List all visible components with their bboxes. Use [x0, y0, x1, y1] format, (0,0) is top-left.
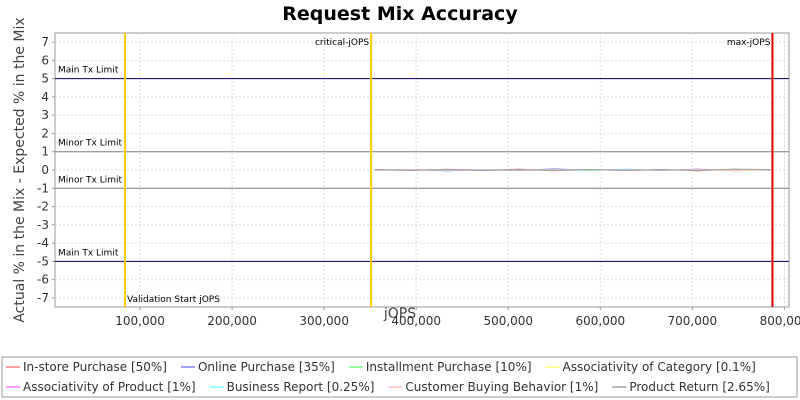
legend-label: Associativity of Category [0.1%] — [563, 360, 756, 374]
x-tick-label: 800,000 — [760, 314, 800, 328]
legend-label: Product Return [2.65%] — [629, 380, 770, 394]
marker-label: max-jOPS — [727, 38, 771, 48]
threshold-label: Main Tx Limit — [58, 248, 119, 258]
legend-label: Online Purchase [35%] — [198, 360, 335, 374]
y-axis-label: Actual % in the Mix - Expected % in the … — [12, 17, 28, 322]
y-tick-label: 3 — [41, 108, 49, 122]
y-tick-label: 7 — [41, 35, 49, 49]
legend-label: Associativity of Product [1%] — [23, 380, 196, 394]
x-tick-label: 200,000 — [207, 314, 257, 328]
chart-title: Request Mix Accuracy — [282, 3, 518, 25]
legend-label: Installment Purchase [10%] — [366, 360, 532, 374]
x-axis-label: jOPS — [383, 306, 416, 322]
legend-label: Customer Buying Behavior [1%] — [405, 380, 598, 394]
series-line — [374, 168, 771, 172]
y-tick-label: 2 — [41, 126, 49, 140]
y-tick-label: 6 — [41, 53, 49, 67]
y-tick-label: -3 — [37, 218, 49, 232]
legend-label: Business Report [0.25%] — [227, 380, 375, 394]
threshold-label: Minor Tx Limit — [58, 175, 123, 185]
marker-label: critical-jOPS — [315, 38, 369, 48]
legend-label: In-store Purchase [50%] — [23, 360, 167, 374]
marker-label: Validation Start jOPS — [127, 295, 220, 305]
legend-box — [1, 356, 798, 398]
y-tick-label: 1 — [41, 145, 49, 159]
y-tick-label: -4 — [37, 236, 49, 250]
x-tick-label: 300,000 — [299, 314, 349, 328]
y-tick-label: -1 — [37, 181, 49, 195]
y-tick-label: 0 — [41, 163, 49, 177]
y-tick-label: -7 — [37, 291, 49, 305]
y-tick-label: -5 — [37, 254, 49, 268]
y-tick-label: -2 — [37, 200, 49, 214]
y-tick-label: 4 — [41, 90, 49, 104]
x-tick-label: 400,000 — [391, 314, 441, 328]
x-tick-label: 700,000 — [668, 314, 718, 328]
x-tick-label: 600,000 — [575, 314, 625, 328]
x-tick-label: 100,000 — [115, 314, 165, 328]
threshold-label: Main Tx Limit — [58, 66, 119, 76]
x-tick-label: 500,000 — [483, 314, 533, 328]
y-tick-label: 5 — [41, 72, 49, 86]
y-tick-label: -6 — [37, 273, 49, 287]
threshold-label: Minor Tx Limit — [58, 139, 123, 149]
